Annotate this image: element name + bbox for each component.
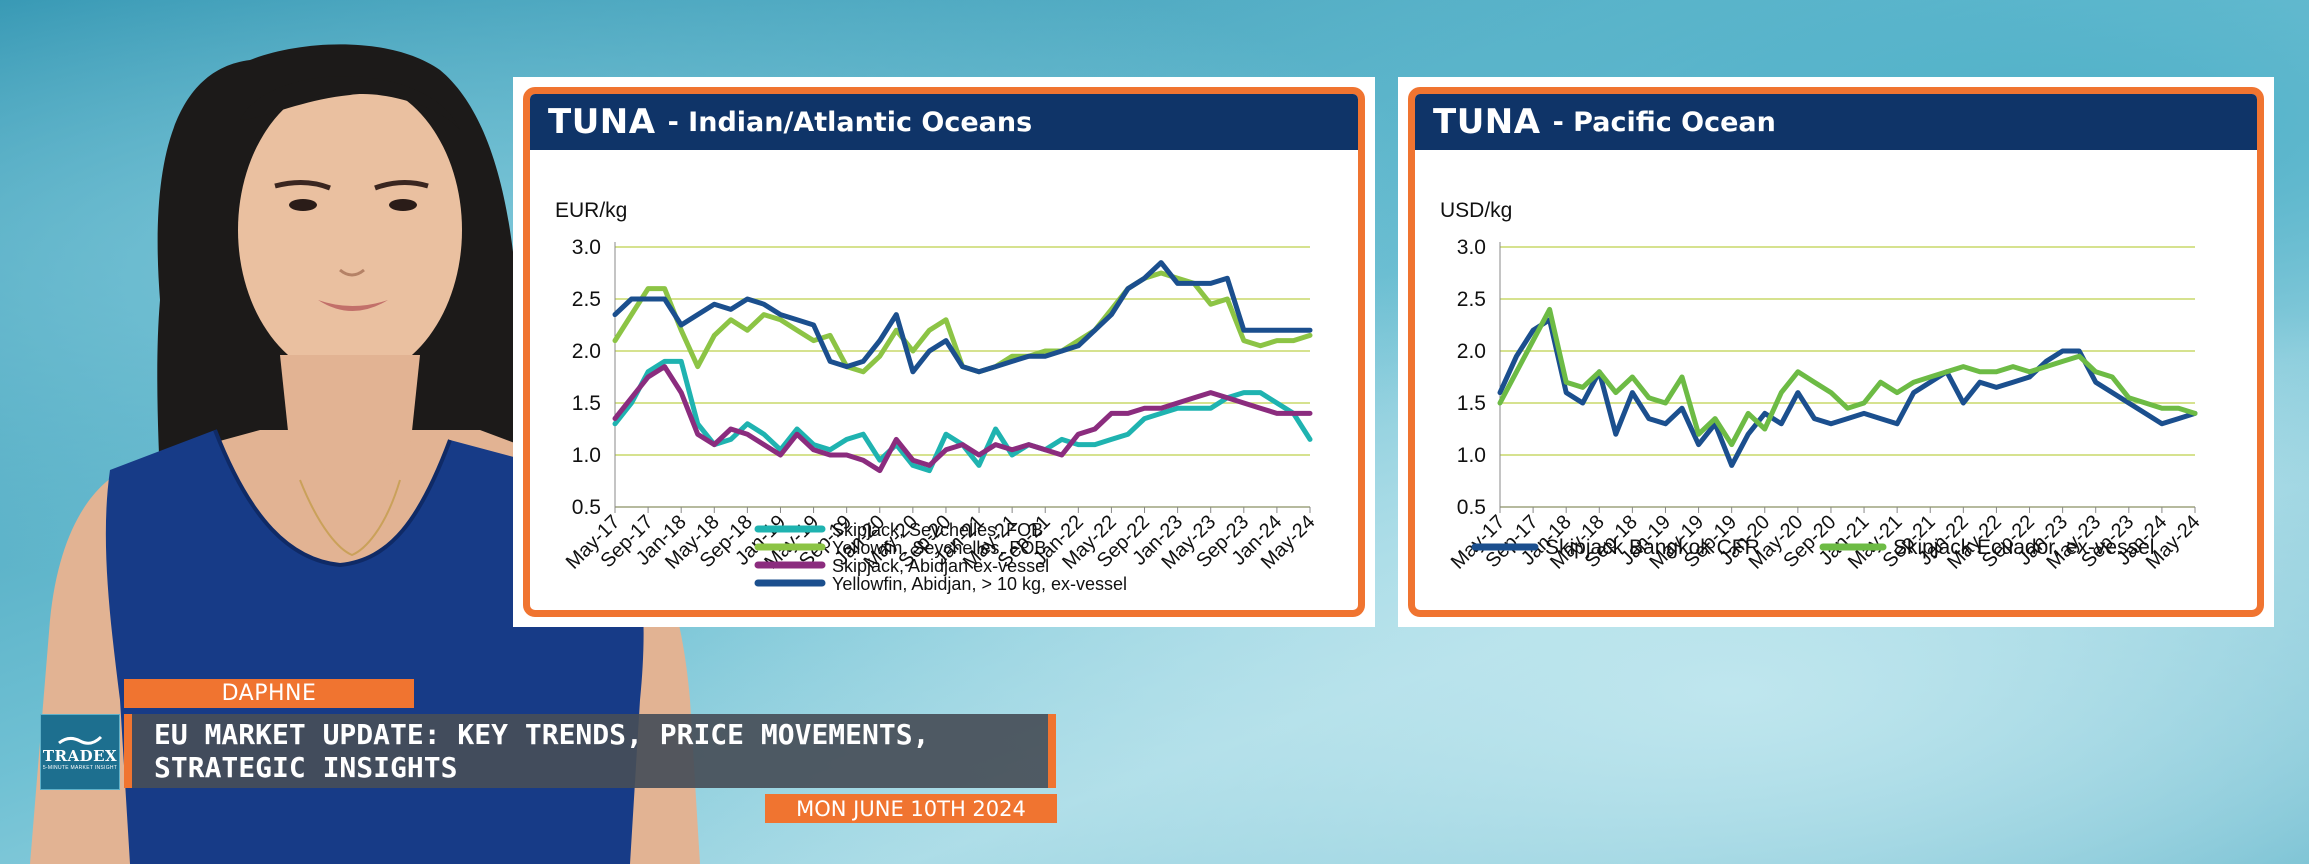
y-tick-label: 2.0 bbox=[1457, 340, 1486, 363]
legend-label: Skipjack Ecuador, ex-vessel bbox=[1893, 536, 2154, 559]
legend-label: Yellowfin, Seychelles, FOB bbox=[832, 538, 1046, 558]
legend-label: Skipjack, Abidjan ex-vessel bbox=[832, 556, 1049, 576]
panel-header: TUNA - Indian/Atlantic Oceans bbox=[530, 94, 1358, 150]
y-tick-label: 0.5 bbox=[572, 496, 601, 519]
panel-header: TUNA - Pacific Ocean bbox=[1415, 94, 2257, 150]
wave-icon bbox=[58, 735, 103, 745]
series-line-2 bbox=[1497, 306, 2198, 448]
y-tick-label: 1.5 bbox=[1457, 392, 1486, 415]
y-tick-label: 3.0 bbox=[1457, 236, 1486, 259]
y-tick-label: 2.5 bbox=[1457, 288, 1486, 311]
series-line-2 bbox=[612, 270, 1313, 375]
chart-panel-pacific: TUNA - Pacific Ocean USD/kg 3.0 2.5 2.0 1.5 1… bbox=[1398, 77, 2274, 627]
y-tick-label: 3.0 bbox=[572, 236, 601, 259]
headline-bar: EU MARKET UPDATE: KEY TRENDS, PRICE MOVE… bbox=[124, 714, 1056, 788]
headline-accent-right bbox=[1048, 714, 1056, 788]
series-line-1 bbox=[612, 358, 1313, 474]
tradex-logo: TRADEX 5-MINUTE MARKET INSIGHT bbox=[40, 714, 120, 790]
y-tick-label: 0.5 bbox=[1457, 496, 1486, 519]
series-line-3 bbox=[612, 364, 1313, 474]
panel-title-rest: - Pacific Ocean bbox=[1552, 106, 1776, 138]
panel-title-bold: TUNA bbox=[1433, 102, 1541, 142]
panel-title-rest: - Indian/Atlantic Oceans bbox=[667, 106, 1033, 138]
y-tick-label: 1.5 bbox=[572, 392, 601, 415]
chart-panel-indian-atlantic: TUNA - Indian/Atlantic Oceans EUR/kg 3.0 2… bbox=[513, 77, 1375, 627]
line-chart-indian-atlantic: EUR/kg3.02.52.01.51.00.5May-17Sep-17Jan-… bbox=[555, 199, 1320, 594]
line-chart-pacific: USD/kg3.02.52.01.51.00.5May-17Sep-17Jan-… bbox=[1440, 199, 2205, 574]
legend-label: Yellowfin, Abidjan, > 10 kg, ex-vessel bbox=[832, 574, 1127, 594]
date-tag: MON JUNE 10TH 2024 bbox=[765, 794, 1057, 823]
y-tick-label: 1.0 bbox=[572, 444, 601, 467]
legend-label: Skipjack Bangkok CFR bbox=[1545, 536, 1760, 559]
y-tick-label: 2.0 bbox=[572, 340, 601, 363]
unit-label: USD/kg bbox=[1440, 199, 1512, 222]
logo-name: TRADEX bbox=[42, 747, 118, 765]
panel-title-bold: TUNA bbox=[548, 102, 656, 142]
series-line-4 bbox=[612, 260, 1313, 375]
headline-text: EU MARKET UPDATE: KEY TRENDS, PRICE MOVE… bbox=[154, 718, 930, 784]
series-line-1 bbox=[1497, 317, 2198, 468]
legend-label: Skipjack, Seychelles, FOB bbox=[832, 520, 1043, 540]
y-tick-label: 2.5 bbox=[572, 288, 601, 311]
y-tick-label: 1.0 bbox=[1457, 444, 1486, 467]
unit-label: EUR/kg bbox=[555, 199, 627, 222]
logo-tagline: 5-MINUTE MARKET INSIGHT bbox=[42, 765, 118, 771]
headline-accent-left bbox=[124, 714, 132, 788]
presenter-name-tag: DAPHNE bbox=[124, 679, 414, 708]
